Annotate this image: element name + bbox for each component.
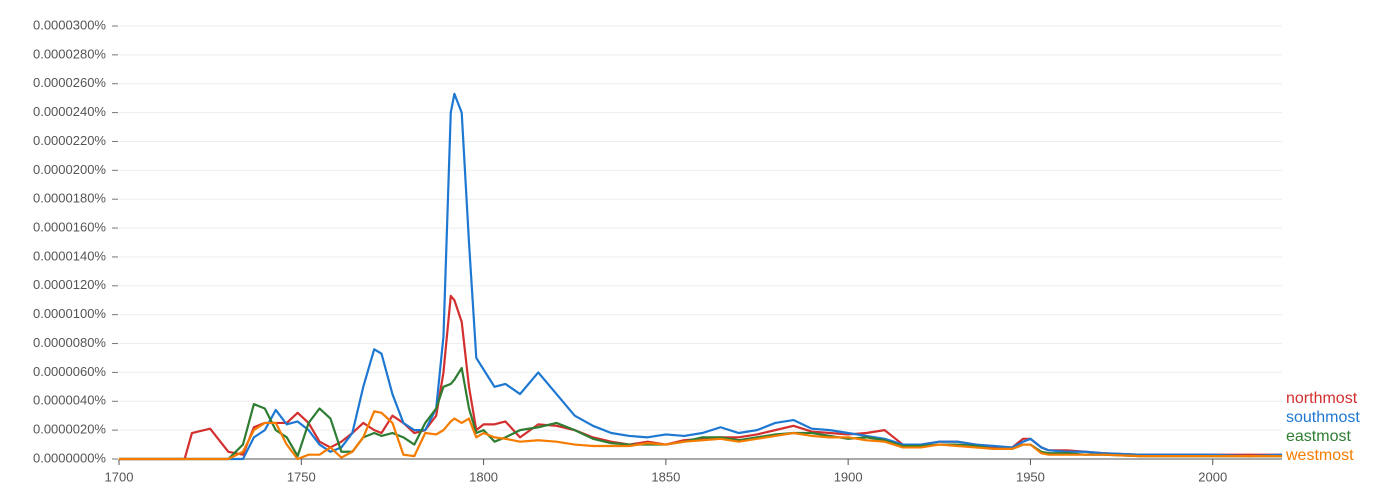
x-tick-label: 1950 — [1016, 469, 1045, 484]
y-tick-label: 0.0000240% — [33, 104, 106, 119]
x-tick-label: 1750 — [287, 469, 316, 484]
y-tick-label: 0.0000180% — [33, 191, 106, 206]
series-line — [119, 92, 1283, 461]
y-tick-label: 0.0000120% — [33, 277, 106, 292]
y-tick-label: 0.0000280% — [33, 46, 106, 61]
legend-entry: westmost — [1285, 447, 1354, 464]
series-line — [119, 294, 1282, 461]
y-tick-label: 0.0000020% — [33, 422, 106, 437]
x-tick-label: 1900 — [834, 469, 863, 484]
y-tick-label: 0.0000080% — [33, 335, 106, 350]
y-tick-label: 0.0000060% — [33, 364, 106, 379]
x-tick-label: 1850 — [651, 469, 680, 484]
x-tick-label: 2000 — [1198, 469, 1227, 484]
y-tick-label: 0.0000300% — [33, 17, 106, 32]
y-tick-label: 0.0000200% — [33, 162, 106, 177]
legend-entry: eastmost — [1286, 428, 1351, 445]
legend: northmost southmost eastmost westmost — [1285, 390, 1360, 464]
series-line — [119, 410, 1282, 461]
y-tick-label: 0.0000000% — [33, 450, 106, 465]
x-tick-label: 1700 — [105, 469, 134, 484]
x-tick-label: 1800 — [469, 469, 498, 484]
series-line — [119, 366, 1282, 461]
legend-entry: southmost — [1286, 409, 1360, 426]
y-tick-label: 0.0000140% — [33, 248, 106, 263]
y-tick-label: 0.0000040% — [33, 393, 106, 408]
y-tick-label: 0.0000220% — [33, 133, 106, 148]
y-tick-label: 0.0000160% — [33, 220, 106, 235]
legend-entry: northmost — [1286, 390, 1358, 407]
y-tick-label: 0.0000100% — [33, 306, 106, 321]
y-tick-label: 0.0000260% — [33, 75, 106, 90]
